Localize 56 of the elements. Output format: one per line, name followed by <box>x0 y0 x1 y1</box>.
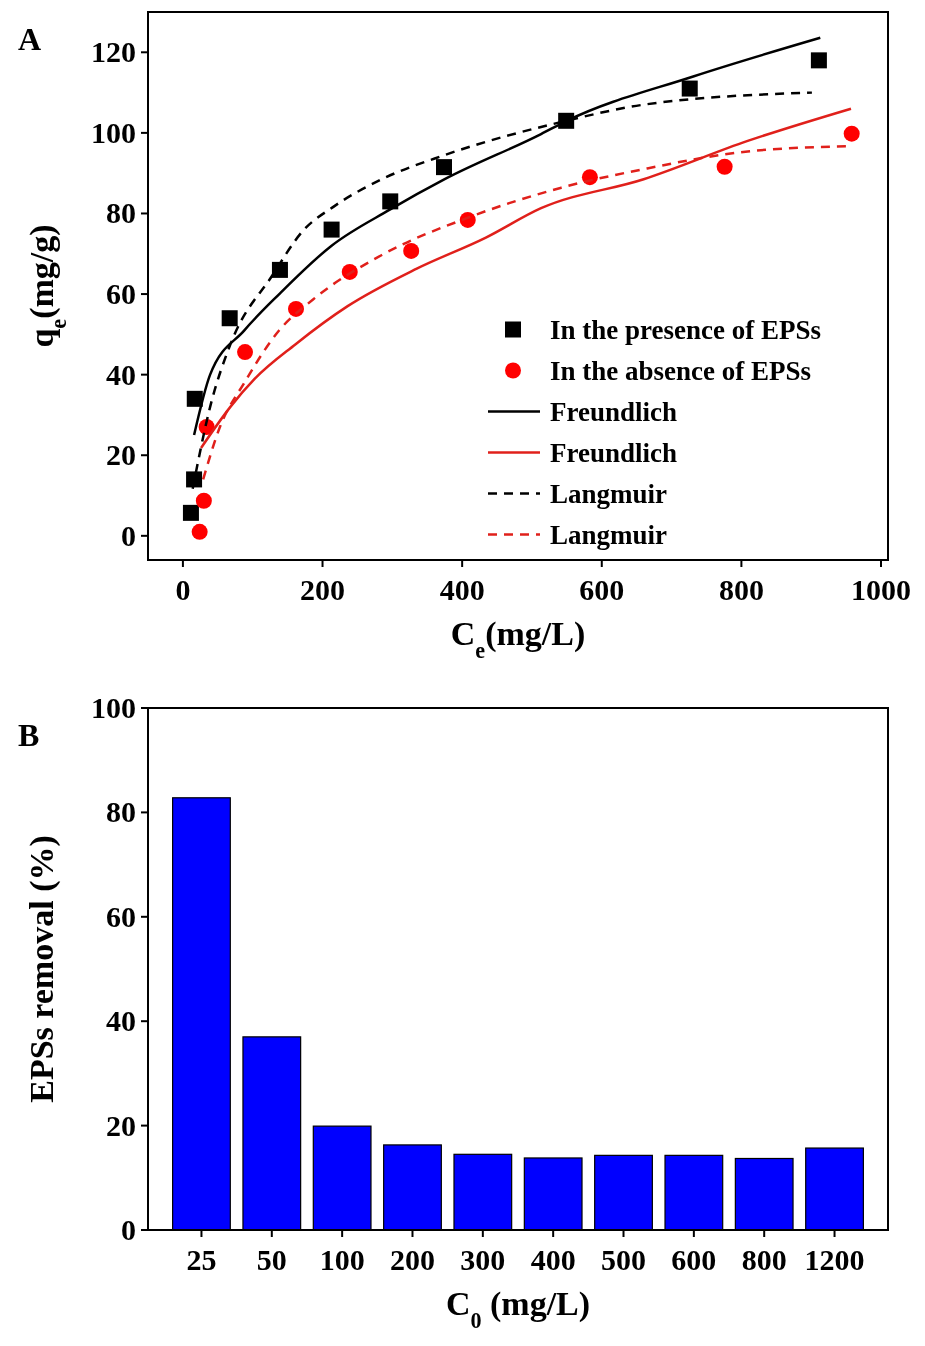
y-tick-label: 20 <box>106 438 136 472</box>
point <box>221 310 238 327</box>
point <box>186 390 203 407</box>
y-tick-label: 80 <box>106 196 136 230</box>
y-tick-label: 40 <box>106 1004 136 1038</box>
x-axis-title: C$_{0}$ (mg/L) <box>445 1285 591 1333</box>
legend-label: Langmuir <box>550 519 668 550</box>
x-tick-label: 25 <box>186 1243 217 1276</box>
y-tick-label: 120 <box>91 35 136 69</box>
y-tick-label: 0 <box>121 518 136 552</box>
point <box>182 504 199 521</box>
x-tick-label: 300 <box>460 1243 506 1276</box>
x-tick-label: 200 <box>300 573 346 606</box>
y-tick-label: 0 <box>121 1213 136 1246</box>
x-tick-label: 100 <box>319 1243 365 1276</box>
y-tick-label: 60 <box>106 277 136 311</box>
x-tick-label: 600 <box>671 1243 717 1276</box>
chart-title: B <box>18 717 40 753</box>
y-tick-label: 40 <box>106 357 136 391</box>
x-tick-label: 0 <box>175 573 191 606</box>
x-tick-label: 200 <box>389 1243 435 1276</box>
point <box>403 242 420 259</box>
legend-label: In the absence of EPSs <box>550 355 812 386</box>
point <box>323 221 340 238</box>
chart-title: A <box>18 21 42 57</box>
x-tick-label: 500 <box>601 1243 647 1276</box>
y-tick-label: 20 <box>106 1108 136 1142</box>
x-tick-label: 600 <box>579 573 625 606</box>
y-tick-label: 60 <box>106 899 136 933</box>
x-tick-label: 400 <box>530 1243 576 1276</box>
x-tick-label: 400 <box>439 573 485 606</box>
point <box>271 261 288 278</box>
y-tick-label: 100 <box>91 115 136 149</box>
point <box>382 193 399 210</box>
point <box>237 344 254 361</box>
point <box>436 159 452 176</box>
x-tick-label: 800 <box>718 573 764 606</box>
point <box>716 158 733 175</box>
x-tick-label: 50 <box>256 1243 287 1276</box>
x-tick-label: 800 <box>741 1243 787 1276</box>
legend-label: In the presence of EPSs <box>550 314 822 345</box>
point <box>681 80 698 97</box>
legend-label: Freundlich <box>550 396 678 427</box>
x-axis-title: C$_{e}$(mg/L) <box>450 615 586 663</box>
y-axis-title: EPSs removal (%) <box>23 835 61 1103</box>
point <box>195 492 212 509</box>
y-tick-label: 100 <box>91 691 136 724</box>
x-tick-label: 1000 <box>851 573 912 606</box>
y-tick-label: 80 <box>106 795 136 829</box>
legend-label: Langmuir <box>550 478 668 509</box>
point <box>810 52 827 69</box>
x-tick-label: 1200 <box>804 1243 865 1276</box>
legend-label: Freundlich <box>550 437 678 468</box>
point <box>186 471 203 488</box>
point <box>191 523 208 540</box>
point <box>843 125 860 142</box>
